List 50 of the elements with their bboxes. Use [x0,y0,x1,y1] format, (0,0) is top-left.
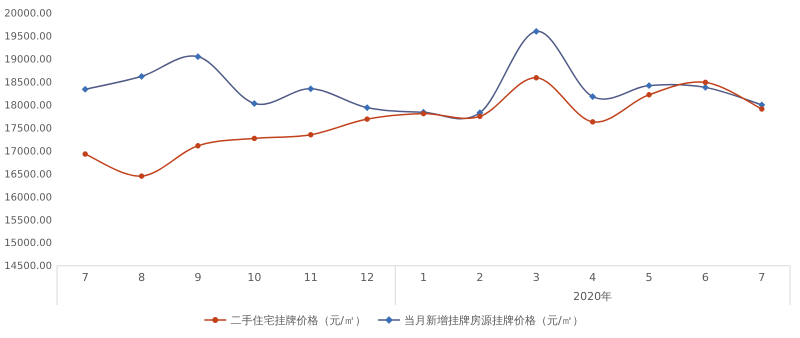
point [138,72,146,80]
point [82,86,89,93]
y-tick-label: 18000.00 [4,100,52,112]
x-tick-label: 6 [702,271,709,284]
x-tick-label: 12 [360,271,374,284]
x-tick-label: 3 [532,271,540,284]
point [646,92,652,98]
point [308,132,314,138]
point [534,75,540,81]
x-tick-label: 10 [247,271,262,284]
x-tick-label: 4 [589,271,596,284]
x-tick-label: 7 [758,271,766,284]
y-tick-label: 15000.00 [4,238,52,250]
x-tick-label: 7 [82,271,89,284]
point [532,28,540,35]
x-tick-label: 1 [420,271,427,284]
text: 2020年 [573,290,612,303]
y-tick-label: 17000.00 [4,146,52,158]
y-tick-label: 19000.00 [4,54,52,66]
y-tick-label: 14500.00 [4,261,52,272]
legend-label: 当月新增挂牌房源挂牌价格（元/㎡） [404,314,584,327]
point [195,143,201,149]
point [646,82,652,90]
point [250,100,258,107]
x-tick-label: 9 [194,271,202,284]
x-tick-label: 2 [476,271,484,284]
y-tick-label: 18500.00 [4,77,52,88]
point [477,114,483,120]
point [307,85,314,92]
x-tick-label: 5 [646,271,653,284]
y-tick-label: 17500.00 [4,123,52,134]
point [194,53,202,60]
y-tick-label: 16000.00 [4,192,52,204]
point [138,173,144,179]
y-tick-label: 15500.00 [4,215,52,226]
point [82,151,88,157]
point [589,93,596,100]
point [364,104,371,112]
legend-label: 二手住宅挂牌价格（元/㎡） [230,314,366,327]
y-tick-label: 16500.00 [4,169,52,180]
point [364,116,370,122]
point [702,84,709,91]
point [702,80,708,86]
x-tick-label: 8 [138,271,146,284]
y-tick-label: 19500.00 [4,31,52,42]
point [590,119,596,125]
y-tick-label: 20000.00 [4,8,52,20]
point [759,106,765,112]
point [252,136,258,142]
x-tick-label: 11 [304,271,318,284]
